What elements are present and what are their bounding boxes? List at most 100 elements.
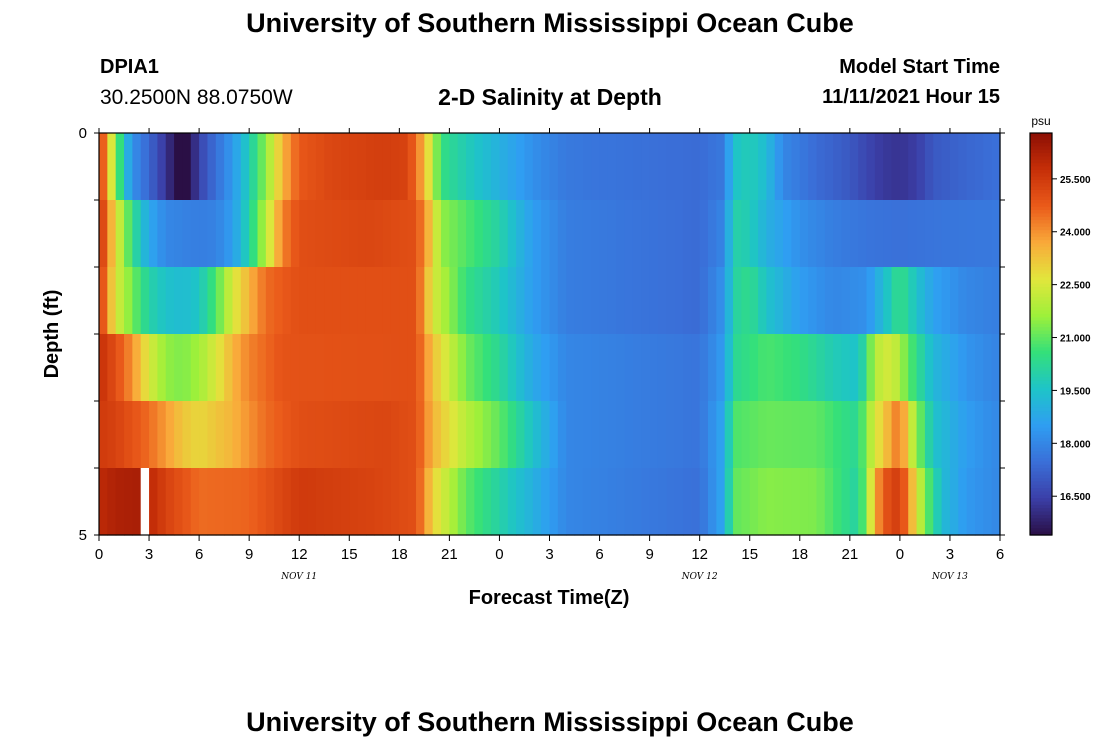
heatmap-cell — [416, 401, 425, 469]
heatmap-cell — [816, 267, 826, 335]
colorbar-segment — [1030, 360, 1052, 365]
heatmap-cell — [783, 267, 793, 335]
heatmap-cell — [432, 468, 442, 536]
heatmap-cell — [382, 468, 392, 536]
heatmap-cell — [149, 334, 158, 402]
heatmap-cell — [365, 334, 375, 402]
heatmap-cell — [499, 468, 509, 536]
heatmap-cell — [674, 200, 684, 268]
heatmap-cell — [607, 267, 617, 335]
heatmap-cell — [641, 401, 651, 469]
tick-labels: 0 3 6 9 12 15 18 21 0 3 6 9 12 15 18 21 0 3 6 NOV 11 NOV 12 N… — [79, 125, 1005, 582]
heatmap-cell — [332, 267, 342, 335]
x-tick-label: 6 — [996, 546, 1004, 563]
heatmap-cell — [132, 267, 142, 335]
heatmap-cell — [983, 267, 993, 335]
heatmap-cell — [607, 334, 617, 402]
heatmap-cell — [599, 334, 609, 402]
heatmap-cell — [441, 133, 450, 201]
station-id: DPIA1 — [100, 56, 159, 78]
heatmap-cell — [474, 401, 484, 469]
heatmap-cell — [574, 401, 584, 469]
heatmap-cell — [149, 200, 158, 268]
heatmap-cell — [708, 267, 717, 335]
heatmap-cell — [365, 401, 375, 469]
heatmap-cell — [924, 334, 934, 402]
heatmap-cell — [891, 200, 901, 268]
heatmap-cell — [466, 468, 476, 536]
colorbar-segment — [1030, 344, 1052, 348]
heatmap-cell — [390, 401, 400, 469]
heatmap-cell — [632, 133, 642, 201]
x-tick-label: 3 — [545, 546, 553, 563]
colorbar-segment — [1030, 183, 1052, 188]
heatmap-cell — [215, 401, 225, 469]
heatmap-cell — [365, 200, 375, 268]
heatmap-cell — [849, 401, 859, 469]
heatmap-cell — [374, 468, 384, 536]
heatmap-cell — [532, 133, 542, 201]
colorbar-segment — [1030, 374, 1052, 379]
heatmap-cell — [733, 334, 742, 402]
heatmap-cell — [941, 133, 951, 201]
heatmap-cell — [416, 267, 425, 335]
heatmap-cell — [758, 401, 767, 469]
heatmap-cell — [340, 133, 350, 201]
colorbar-segment — [1030, 411, 1052, 415]
heatmap-cell — [374, 401, 384, 469]
heatmap-cell — [157, 468, 167, 536]
colorbar-segment — [1030, 387, 1052, 392]
colorbar-segment — [1030, 173, 1052, 178]
heatmap-cell — [632, 401, 642, 469]
heatmap-cell — [399, 200, 409, 268]
heatmap-cell — [783, 334, 793, 402]
heatmap-cell — [232, 401, 242, 469]
heatmap-cell — [274, 133, 284, 201]
heatmap-cell — [591, 200, 601, 268]
colorbar-segment — [1030, 531, 1052, 536]
heatmap-cell — [232, 468, 242, 536]
heatmap-cell — [99, 200, 108, 268]
heatmap-cell — [532, 468, 542, 536]
heatmap-cell — [215, 267, 225, 335]
heatmap-cell — [249, 267, 259, 335]
colorbar-segment — [1030, 461, 1052, 466]
colorbar-segment — [1030, 313, 1052, 318]
colorbar-tick-label: 25.500 — [1060, 175, 1091, 186]
heatmap-cell — [949, 133, 959, 201]
heatmap-cell — [124, 133, 133, 201]
colorbar-segment — [1030, 327, 1052, 332]
heatmap-cell — [140, 133, 150, 201]
heatmap-cell — [357, 267, 367, 335]
colorbar-segment — [1030, 434, 1052, 439]
heatmap-cell — [933, 401, 943, 469]
heatmap-cell — [666, 401, 676, 469]
heatmap-cell — [174, 334, 184, 402]
heatmap-cell — [824, 401, 834, 469]
heatmap-cell — [566, 401, 576, 469]
heatmap-cell — [916, 468, 926, 536]
heatmap-cell — [924, 267, 934, 335]
colorbar-segment — [1030, 370, 1052, 375]
heatmap-cell — [474, 200, 484, 268]
heatmap-cell — [541, 468, 551, 536]
colorbar-segment — [1030, 521, 1052, 526]
heatmap-cell — [841, 133, 851, 201]
heatmap-cell — [816, 334, 826, 402]
heatmap-cell — [708, 334, 717, 402]
heatmap-cell — [783, 200, 793, 268]
colorbar-segment — [1030, 481, 1052, 486]
heatmap-cell — [132, 401, 142, 469]
heatmap-cell — [149, 401, 158, 469]
heatmap-cells — [99, 133, 1001, 536]
heatmap-cell — [758, 468, 767, 536]
heatmap-cell — [874, 200, 884, 268]
heatmap-cell — [232, 200, 242, 268]
colorbar-tick-label: 18.000 — [1060, 439, 1091, 450]
heatmap-cell — [582, 133, 592, 201]
colorbar-segment — [1030, 367, 1052, 372]
heatmap-cell — [157, 200, 167, 268]
heatmap-cell — [115, 267, 125, 335]
colorbar-segment — [1030, 457, 1052, 462]
